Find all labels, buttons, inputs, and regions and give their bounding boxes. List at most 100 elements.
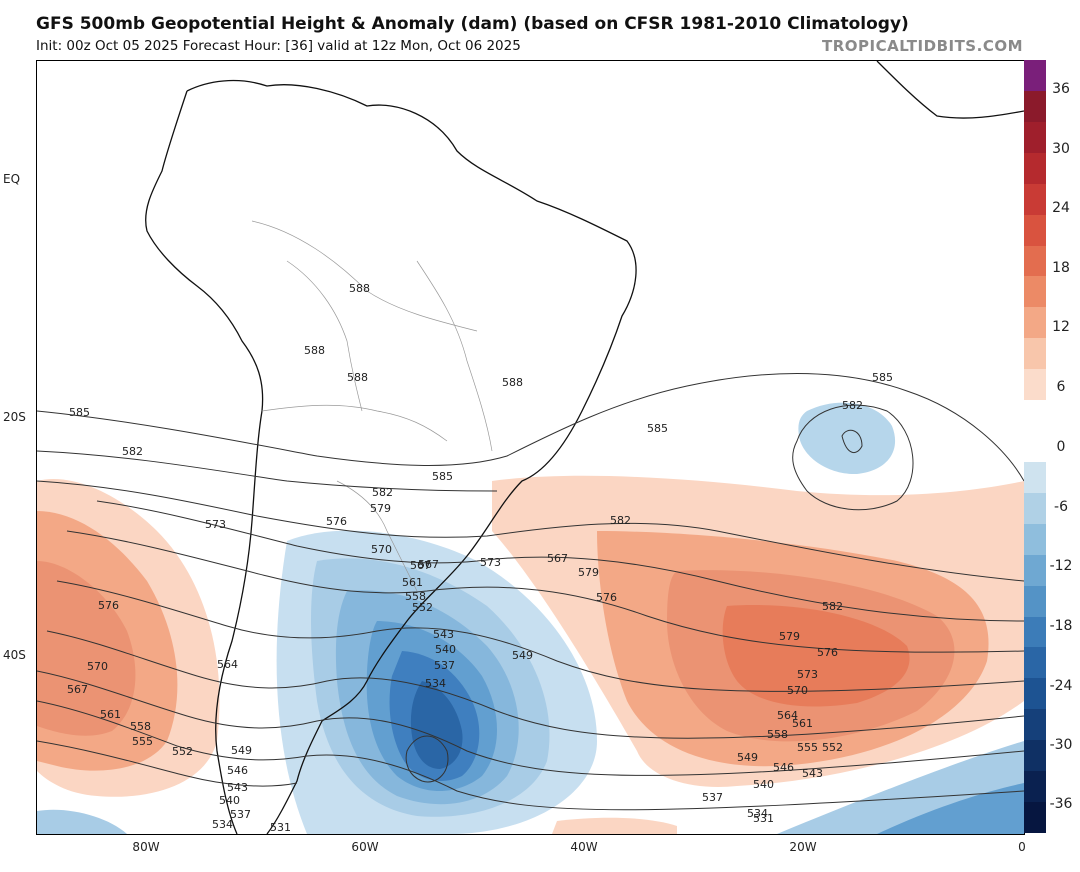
contour-label: 576 [596,591,617,604]
contour-labels: 588 588 588 588 585 585 585 585 582 582 582 582 582 5… [67,282,893,834]
contour-label: 546 [227,764,248,777]
contour-label: 576 [98,599,119,612]
contour-label: 579 [370,502,391,515]
contour-label: 573 [205,518,226,531]
positive-anomaly-atlantic [492,475,1024,787]
contour-label: 561 [402,576,423,589]
lon-label-0: 0 [1018,840,1026,854]
colorbar-segment [1024,523,1046,556]
colorbar-segment [1024,585,1046,618]
colorbar-segment [1024,709,1046,741]
contour-label: 582 [842,399,863,412]
brand-watermark: TROPICALTIDBITS.COM [822,37,1023,55]
contour-label: 549 [737,751,758,764]
contour-label: 567 [67,683,88,696]
contour-label: 576 [326,515,347,528]
colorbar-segment [1024,431,1046,463]
height-contours [37,373,1024,811]
lon-label-80w: 80W [132,840,160,854]
contour-label: 555 [797,741,818,754]
colorbar-tick-label: -36 [1049,796,1073,812]
positive-anomaly-west [37,479,220,797]
contour-label: 552 [412,601,433,614]
colorbar-segment [1024,90,1046,123]
contour-label: 549 [231,744,252,757]
contour-label: 588 [304,344,325,357]
contour-label: 534 [212,818,233,831]
contour-label: 561 [100,708,121,721]
contour-label: 570 [787,684,808,697]
contour-label: 567 [410,559,431,572]
contour-label: 570 [87,660,108,673]
contour-label: 537 [230,808,251,821]
colorbar-segment [1024,802,1046,834]
contour-label: 585 [647,422,668,435]
colorbar-segment [1024,121,1046,154]
contour-label: 573 [480,556,501,569]
negative-anomaly-high [798,402,896,475]
colorbar-tick-label: 0 [1056,439,1066,455]
contour-label: 579 [779,630,800,643]
colorbar-segment [1024,276,1046,308]
anomaly-colorbar [1024,60,1046,834]
contour-label: 582 [372,486,393,499]
colorbar-segment [1024,678,1046,710]
colorbar-segment [1024,338,1046,370]
positive-anomaly-south [552,817,677,834]
contour-label: 546 [773,761,794,774]
africa-coastline [876,61,1024,119]
contour-label: 579 [578,566,599,579]
contour-label: 543 [433,628,454,641]
contour-label: 561 [792,717,813,730]
lon-label-40w: 40W [570,840,598,854]
colorbar-segment [1024,771,1046,803]
colorbar-segment [1024,740,1046,772]
contour-label: 537 [702,791,723,804]
contour-label: 585 [69,406,90,419]
contour-label: 558 [405,590,426,603]
colorbar-segment [1024,307,1046,339]
colorbar-tick-label: -6 [1054,499,1068,515]
colorbar-tick-label: 6 [1056,379,1066,395]
contour-label: 582 [122,445,143,458]
colorbar-tick-label: 12 [1052,319,1070,335]
colorbar-tick-label: 24 [1052,200,1070,216]
contour-label: 588 [347,371,368,384]
contour-label: 531 [753,812,774,825]
map-panel[interactable]: 588 588 588 588 585 585 585 585 582 582 582 582 582 5… [36,60,1025,835]
colorbar-segment [1024,60,1046,92]
contour-label: 564 [777,709,798,722]
contour-label: 570 [371,543,392,556]
colorbar-segment [1024,183,1046,216]
colorbar-segment [1024,214,1046,246]
contour-label: 555 [132,735,153,748]
map-subtitle: Init: 00z Oct 05 2025 Forecast Hour: [36… [36,38,521,54]
contour-label: 543 [802,767,823,780]
colorbar-tick-label: 30 [1052,141,1070,157]
contour-label: 540 [219,794,240,807]
lat-label-eq: EQ [3,172,21,186]
colorbar-segment [1024,400,1046,432]
lat-label-20s: 20S [3,410,26,424]
contour-label: 534 [747,807,768,820]
south-america-coastline [145,79,637,834]
map-canvas: 588 588 588 588 585 585 585 585 582 582 582 582 582 5… [37,61,1024,834]
contour-label: 552 [172,745,193,758]
contour-label: 573 [797,668,818,681]
contour-label: 543 [227,781,248,794]
lon-label-60w: 60W [351,840,379,854]
colorbar-segment [1024,369,1046,401]
contour-label: 585 [432,470,453,483]
contour-label: 558 [767,728,788,741]
colorbar-tick-label: 36 [1052,81,1070,97]
contour-label: 540 [753,778,774,791]
colorbar-segment [1024,245,1046,277]
colorbar-segment [1024,152,1046,185]
lon-label-20w: 20W [789,840,817,854]
lat-label-40s: 40S [3,648,26,662]
colorbar-segment [1024,461,1046,494]
contour-label: 576 [817,646,838,659]
contour-label: 582 [610,514,631,527]
colorbar-tick-label: 18 [1052,260,1070,276]
contour-label: 588 [502,376,523,389]
